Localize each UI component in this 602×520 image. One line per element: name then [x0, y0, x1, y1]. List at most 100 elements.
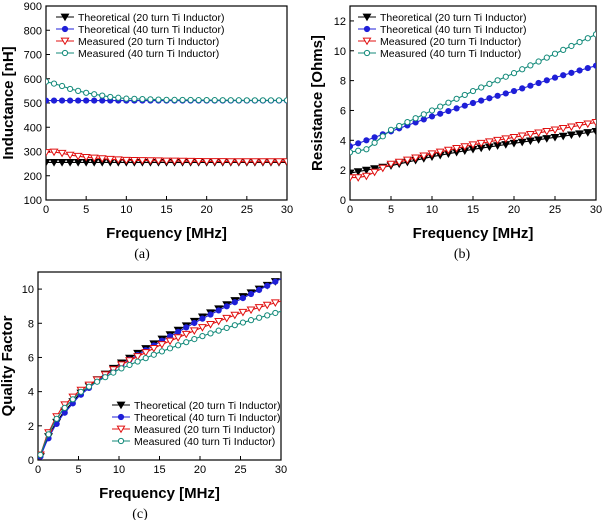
data-point	[67, 85, 74, 93]
data-point	[116, 361, 126, 369]
y-tick-label: 0	[28, 455, 34, 467]
data-point	[181, 330, 191, 339]
y-axis-label: Inductance [nH]	[0, 46, 17, 159]
data-point	[189, 327, 199, 336]
data-point	[535, 79, 542, 87]
data-point	[371, 139, 378, 146]
panel-caption: (c)	[132, 507, 148, 520]
x-tick-label: 20	[201, 204, 213, 216]
data-point	[45, 431, 52, 438]
y-tick-label: 4	[340, 135, 346, 147]
legend-swatch-marker	[117, 437, 125, 445]
legend-entry: Measured (20 turn Ti Inductor)	[380, 36, 521, 48]
data-point	[370, 168, 380, 177]
data-point	[145, 157, 155, 165]
data-point	[243, 97, 250, 104]
data-point	[543, 54, 550, 61]
x-tick-label: 10	[426, 204, 438, 216]
data-point	[155, 96, 162, 103]
data-point	[49, 148, 59, 157]
data-point	[402, 156, 412, 165]
data-point	[223, 303, 230, 310]
legend-swatch-marker	[116, 401, 126, 410]
data-point	[226, 158, 236, 166]
data-point	[77, 388, 85, 395]
data-point	[510, 70, 518, 77]
panel-c-quality-factor-chart: 0 5 10 15 20 25 30 0 2 4 6 8 10 Frequency [MHz] Qualit…	[0, 271, 287, 520]
data-point	[46, 78, 50, 85]
x-tick-label: 20	[194, 464, 206, 476]
data-point	[378, 164, 388, 173]
data-point	[282, 158, 287, 166]
data-point	[81, 153, 91, 162]
series-3	[46, 148, 287, 166]
data-point	[173, 334, 183, 342]
data-point	[543, 77, 550, 84]
y-axis-label: Resistance [Ohms]	[309, 35, 326, 171]
data-point	[525, 130, 535, 139]
data-point	[69, 396, 76, 403]
data-point	[214, 317, 224, 326]
y-axis-label: Quality Factor	[0, 315, 16, 416]
x-tick-label: 30	[590, 204, 602, 216]
data-point	[129, 156, 139, 165]
data-point	[83, 97, 90, 104]
data-point	[568, 69, 575, 76]
data-point	[215, 307, 222, 314]
data-point	[420, 116, 427, 123]
y-tick-label: 6	[28, 352, 34, 364]
data-point	[264, 282, 271, 289]
data-point	[197, 324, 207, 332]
data-point	[519, 85, 526, 92]
data-point	[502, 90, 509, 97]
y-tick-label: 2	[340, 165, 346, 177]
legend-entry: Measured (40 turn Ti Inductor)	[134, 436, 275, 448]
x-axis-label: Frequency [MHz]	[413, 225, 534, 242]
legend-swatch-marker	[61, 49, 69, 57]
data-point	[427, 150, 437, 158]
x-tick-label: 5	[388, 204, 394, 216]
legend-swatch-marker	[60, 37, 70, 46]
data-point	[266, 158, 276, 166]
data-point	[361, 172, 371, 181]
x-axis-label: Frequency [MHz]	[106, 225, 227, 242]
panel-a-inductance-chart: 0 5 10 15 20 25 30 100 200 300 400 500 600 700 800 900 F…	[0, 1, 293, 262]
x-tick-label: 30	[281, 204, 293, 216]
data-point	[165, 337, 175, 346]
data-point	[350, 174, 355, 182]
panel-caption: (a)	[134, 247, 150, 262]
data-point	[247, 290, 255, 298]
legend-swatch-marker	[363, 25, 371, 33]
data-point	[494, 77, 501, 84]
data-point	[274, 158, 284, 166]
data-point	[363, 137, 370, 144]
data-point	[461, 102, 468, 109]
data-point	[445, 107, 452, 115]
data-point	[575, 130, 585, 138]
data-point	[110, 369, 117, 376]
data-point	[476, 139, 486, 148]
data-point	[202, 158, 212, 166]
data-point	[256, 286, 263, 294]
data-point	[411, 154, 421, 163]
data-point	[256, 314, 263, 321]
y-tick-label: 200	[24, 171, 42, 183]
legend-entry: Theoretical (20 turn Ti Inductor)	[134, 400, 280, 412]
data-point	[258, 158, 268, 166]
data-point	[592, 31, 596, 38]
data-point	[584, 35, 591, 42]
panel-caption: (b)	[454, 247, 471, 262]
legend: Theoretical (20 turn Ti Inductor)Theoret…	[56, 12, 224, 60]
legend-swatch-marker	[363, 49, 371, 57]
data-point	[142, 355, 149, 362]
data-point	[91, 97, 98, 104]
legend-swatch-marker	[362, 37, 372, 46]
data-point	[484, 138, 494, 147]
data-point	[153, 157, 163, 166]
x-tick-label: 10	[113, 464, 125, 476]
x-tick-label: 0	[35, 464, 41, 476]
legend-swatch-marker	[61, 25, 69, 33]
data-point	[99, 97, 106, 104]
data-point	[550, 126, 560, 135]
